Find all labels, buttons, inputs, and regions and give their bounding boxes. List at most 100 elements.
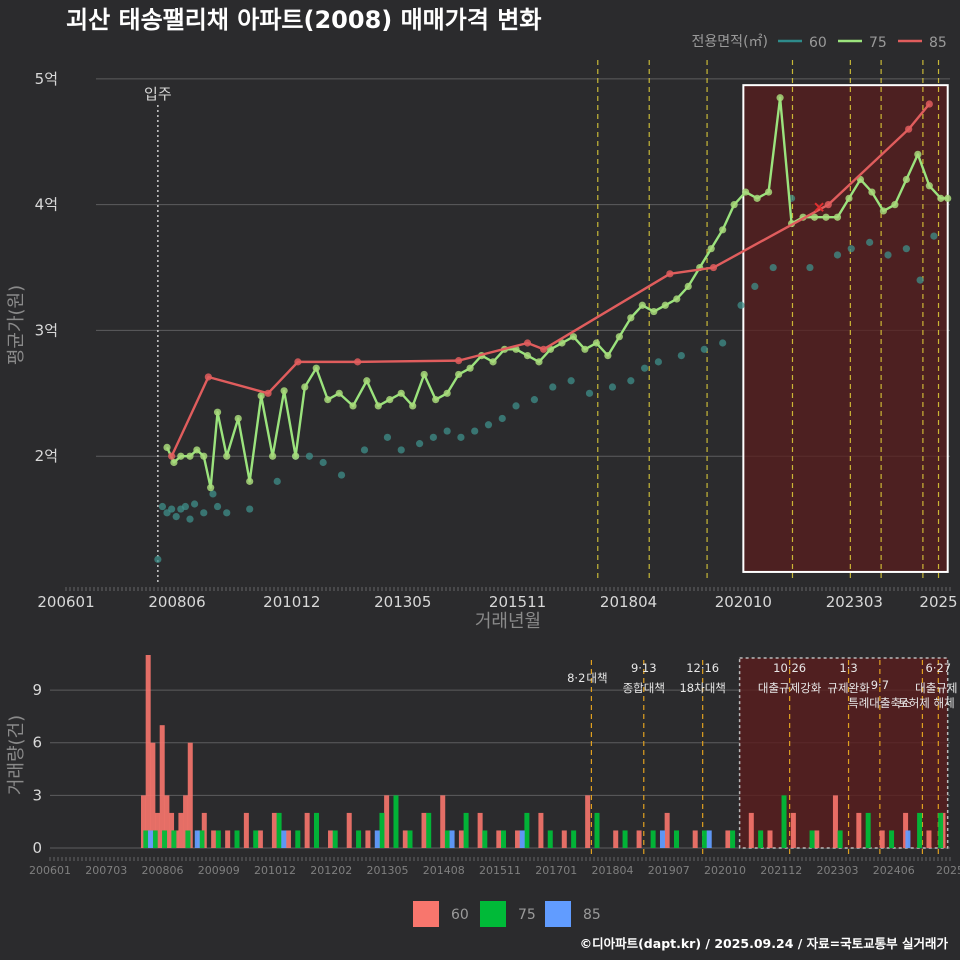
- x-axis-label: 거래년월: [475, 611, 541, 632]
- legend-label: 85: [929, 35, 947, 51]
- volume-bar-60: [384, 795, 390, 848]
- volume-bar-75: [781, 795, 787, 848]
- volume-bar-60: [585, 795, 591, 848]
- data-point-75: [186, 452, 194, 460]
- volume-bar-75: [199, 830, 205, 848]
- data-point-75: [312, 364, 320, 372]
- data-point-75: [902, 175, 910, 184]
- data-point-60: [549, 383, 557, 391]
- volume-y-tick-label: 3: [32, 786, 42, 804]
- y-tick-label: 5억: [35, 70, 58, 88]
- y-axis-label: 평균가(원): [6, 285, 27, 365]
- data-point-75: [627, 314, 635, 322]
- policy-label: 특례대출축소: [848, 696, 911, 710]
- volume-bar-75: [162, 830, 168, 848]
- data-point-60: [190, 500, 199, 508]
- data-point-75: [765, 188, 773, 196]
- volume-bar-75: [547, 830, 553, 848]
- volume-bar-85: [659, 830, 665, 848]
- data-point-75: [234, 414, 242, 423]
- data-point-60: [567, 377, 575, 385]
- volume-bar-75: [809, 830, 815, 848]
- volume-bar-60: [225, 830, 231, 848]
- data-point-75: [170, 458, 178, 467]
- data-point-60: [168, 505, 176, 513]
- data-point-75: [223, 452, 231, 460]
- volume-bar-60: [926, 830, 932, 848]
- policy-label: 대출규제강화: [758, 681, 822, 695]
- volume-bar-60: [561, 830, 567, 848]
- data-point-60: [769, 263, 777, 272]
- policy-date: 10·26: [773, 661, 806, 675]
- data-point-60: [181, 502, 189, 511]
- data-point-75: [673, 295, 681, 303]
- data-point-85: [354, 358, 362, 366]
- data-point-75: [269, 452, 277, 460]
- volume-bar-60: [328, 830, 334, 848]
- volume-bar-60: [402, 830, 408, 848]
- data-point-60: [916, 276, 924, 284]
- data-point-75: [386, 396, 394, 404]
- volume-bar-75: [143, 830, 149, 848]
- data-point-85: [204, 373, 212, 381]
- data-point-60: [833, 251, 842, 259]
- volume-x-tick-label: 202010: [704, 864, 746, 877]
- volume-bar-75: [185, 830, 191, 848]
- data-point-75: [443, 389, 451, 397]
- policy-label: 종합대책: [623, 681, 665, 695]
- data-point-60: [700, 345, 708, 353]
- data-point-85: [709, 263, 718, 272]
- marker-x: [814, 202, 824, 212]
- data-point-75: [397, 389, 405, 397]
- volume-bar-75: [426, 812, 432, 848]
- data-point-75: [301, 383, 309, 391]
- volume-bar-60: [496, 830, 502, 848]
- data-point-60: [866, 238, 874, 246]
- volume-bar-75: [332, 830, 338, 848]
- x-tick-label: 201804: [600, 593, 657, 611]
- data-point-75: [879, 207, 888, 215]
- data-point-75: [280, 387, 288, 395]
- data-point-60: [585, 389, 594, 397]
- volume-bar-75: [571, 830, 577, 848]
- volume-bar-60: [515, 830, 521, 848]
- volume-x-tick-label: 200703: [85, 864, 127, 877]
- data-point-75: [592, 339, 601, 347]
- volume-x-tick-label: 201305: [367, 864, 409, 877]
- volume-bar-60: [285, 830, 291, 848]
- data-point-60: [429, 433, 437, 441]
- data-point-75: [257, 392, 265, 400]
- x-tick-label: 201511: [489, 593, 546, 611]
- volume-bar-75: [938, 812, 944, 848]
- data-point-75: [707, 245, 715, 253]
- x-tick-label: 200601: [37, 593, 94, 611]
- volume-bar-75: [758, 830, 764, 848]
- data-point-75: [638, 301, 646, 309]
- data-point-60: [737, 301, 745, 309]
- data-point-60: [457, 433, 465, 441]
- move-in-label: 입주: [144, 85, 172, 103]
- data-point-75: [349, 402, 357, 410]
- volume-bar-75: [501, 830, 507, 848]
- data-point-60: [654, 358, 662, 366]
- volume-x-tick-label: 200806: [142, 864, 184, 877]
- data-point-60: [209, 490, 217, 498]
- legend-label: 75: [869, 35, 887, 51]
- data-point-85: [523, 339, 532, 347]
- data-point-75: [177, 452, 185, 460]
- policy-date: 6·27: [926, 661, 952, 675]
- data-point-60: [471, 427, 479, 435]
- data-point-75: [207, 484, 215, 492]
- data-point-85: [925, 100, 933, 108]
- data-point-85: [168, 452, 176, 460]
- data-point-60: [484, 421, 493, 429]
- data-point-75: [944, 194, 952, 202]
- volume-bar-60: [856, 812, 862, 848]
- volume-bar-60: [145, 655, 151, 848]
- volume-legend-label: 85: [583, 907, 601, 923]
- data-point-85: [905, 125, 913, 133]
- data-point-60: [337, 471, 346, 479]
- x-tick-label: 202303: [826, 593, 883, 611]
- volume-bar-85: [519, 830, 525, 848]
